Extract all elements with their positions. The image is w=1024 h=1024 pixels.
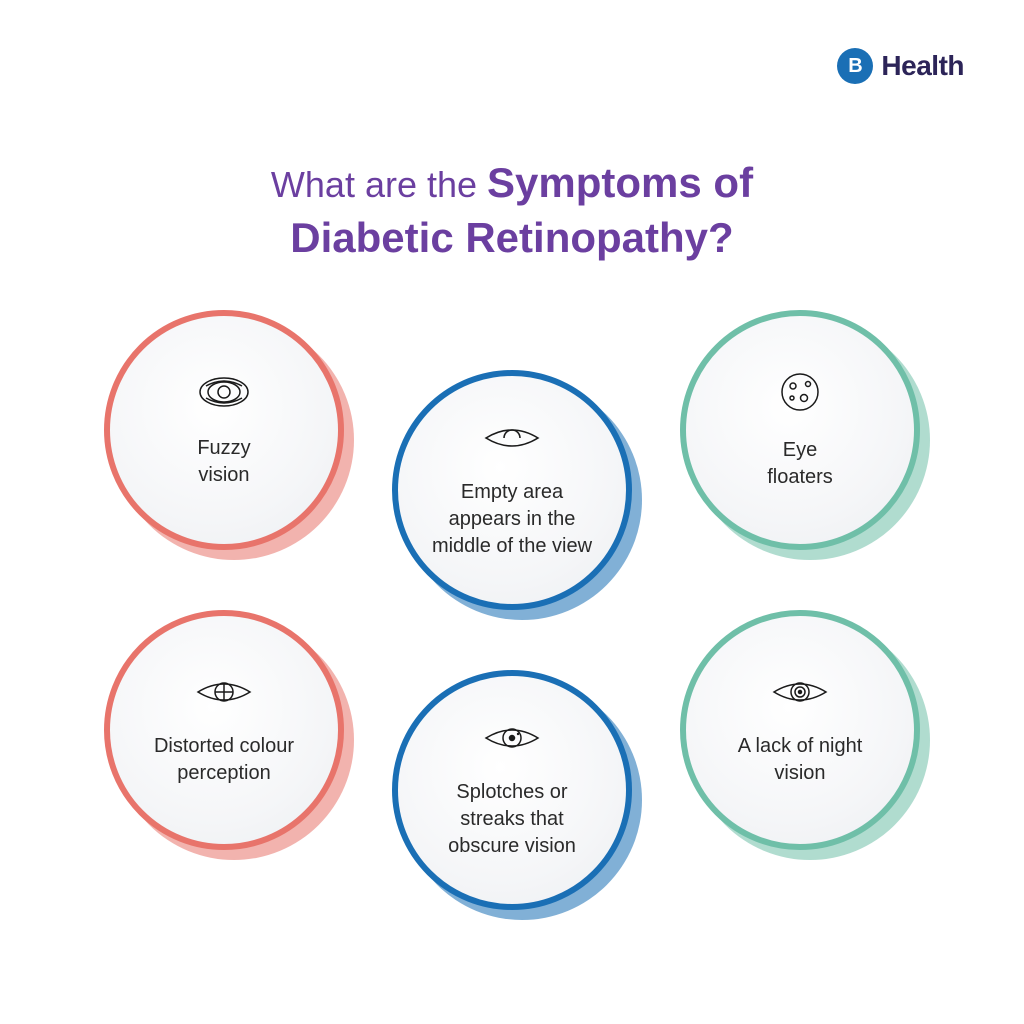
symptom-card: Empty area appears in the middle of the …	[392, 370, 632, 610]
symptom-label: Splotches or streaks that obscure vision	[422, 779, 602, 860]
symptom-label: Empty area appears in the middle of the …	[422, 479, 602, 560]
symptom-circle: Empty area appears in the middle of the …	[392, 370, 632, 610]
symptom-label: Distorted colour perception	[134, 733, 314, 787]
title-bold-2: Diabetic Retinopathy?	[290, 214, 733, 261]
symptoms-grid: Fuzzyvision Empty area appears in the mi…	[0, 310, 1024, 850]
symptom-circle: A lack of night vision	[680, 610, 920, 850]
symptom-card: Distorted colour perception	[104, 610, 344, 850]
symptom-circle: Eyefloaters	[680, 310, 920, 550]
eye-fuzzy-icon	[196, 372, 252, 417]
eye-empty-icon	[482, 420, 542, 461]
symptom-circle: Distorted colour perception	[104, 610, 344, 850]
eye-splotch-icon	[482, 720, 542, 761]
symptom-card: Fuzzyvision	[104, 310, 344, 550]
brand-badge-icon: B	[837, 48, 873, 84]
symptom-circle: Fuzzyvision	[104, 310, 344, 550]
symptom-card: Splotches or streaks that obscure vision	[392, 670, 632, 910]
brand-logo: B Health	[837, 48, 964, 84]
floaters-icon	[778, 370, 822, 419]
page-title: What are the Symptoms of Diabetic Retino…	[0, 156, 1024, 265]
title-prefix: What are the	[271, 164, 487, 205]
symptom-label: A lack of night vision	[710, 733, 890, 787]
symptom-label: Fuzzyvision	[197, 435, 250, 489]
symptom-circle: Splotches or streaks that obscure vision	[392, 670, 632, 910]
symptom-card: Eyefloaters	[680, 310, 920, 550]
eye-spiral-icon	[770, 674, 830, 715]
brand-name: Health	[881, 50, 964, 82]
eye-grid-icon	[194, 674, 254, 715]
symptom-card: A lack of night vision	[680, 610, 920, 850]
title-bold-1: Symptoms of	[487, 159, 753, 206]
symptom-label: Eyefloaters	[767, 437, 833, 491]
